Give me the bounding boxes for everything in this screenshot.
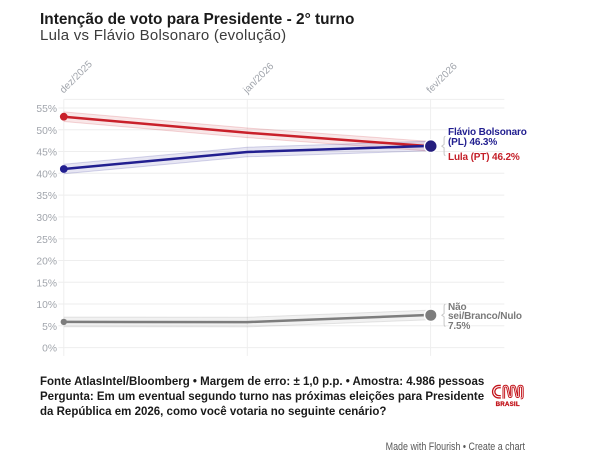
svg-text:55%: 55% <box>36 104 57 115</box>
svg-text:10%: 10% <box>36 300 57 311</box>
svg-text:fev/2026: fev/2026 <box>425 61 460 96</box>
svg-text:5%: 5% <box>42 322 57 333</box>
svg-text:35%: 35% <box>36 191 57 202</box>
svg-text:BRASIL: BRASIL <box>496 401 520 408</box>
svg-text:jan/2026: jan/2026 <box>241 61 277 97</box>
svg-text:dez/2025: dez/2025 <box>58 59 95 96</box>
svg-text:30%: 30% <box>36 213 57 224</box>
svg-text:0%: 0% <box>42 344 57 355</box>
svg-text:25%: 25% <box>36 235 57 246</box>
svg-text:15%: 15% <box>36 278 57 289</box>
svg-text:50%: 50% <box>36 126 57 137</box>
svg-text:45%: 45% <box>36 148 57 159</box>
svg-text:40%: 40% <box>36 169 57 180</box>
svg-text:20%: 20% <box>36 257 57 268</box>
